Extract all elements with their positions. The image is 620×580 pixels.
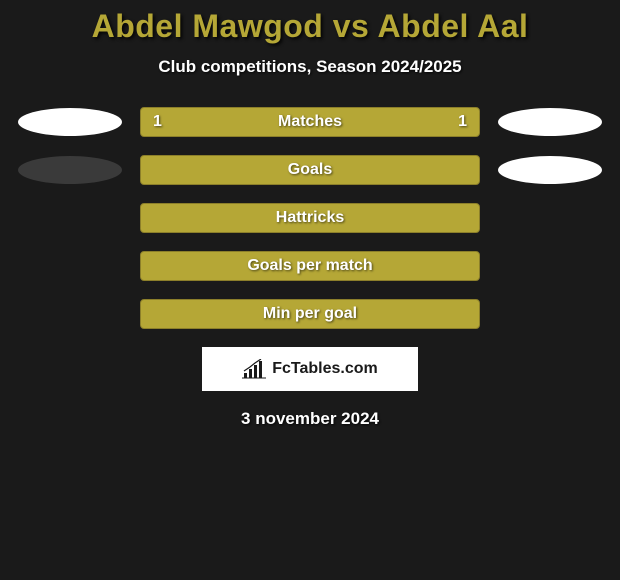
date-label: 3 november 2024 — [0, 409, 620, 429]
stat-row-hattricks: Hattricks — [0, 203, 620, 233]
stat-row-goals-per-match: Goals per match — [0, 251, 620, 281]
matches-right-indicator — [498, 108, 602, 136]
page-subtitle: Club competitions, Season 2024/2025 — [0, 57, 620, 77]
stat-row-min-per-goal: Min per goal — [0, 299, 620, 329]
matches-right-value: 1 — [458, 113, 467, 131]
goals-per-match-bar: Goals per match — [140, 251, 480, 281]
hattricks-label: Hattricks — [276, 209, 344, 227]
chart-icon — [242, 359, 266, 379]
min-per-goal-label: Min per goal — [263, 305, 357, 323]
hattricks-bar: Hattricks — [140, 203, 480, 233]
stat-row-matches: 1 Matches 1 — [0, 107, 620, 137]
matches-left-indicator — [18, 108, 122, 136]
brand-logo-box: FcTables.com — [202, 347, 418, 391]
main-container: Abdel Mawgod vs Abdel Aal Club competiti… — [0, 0, 620, 429]
goals-label: Goals — [288, 161, 332, 179]
matches-bar: 1 Matches 1 — [140, 107, 480, 137]
goals-per-match-label: Goals per match — [247, 257, 372, 275]
matches-label: Matches — [278, 113, 342, 131]
matches-left-value: 1 — [153, 113, 162, 131]
min-per-goal-bar: Min per goal — [140, 299, 480, 329]
stat-row-goals: Goals — [0, 155, 620, 185]
page-title: Abdel Mawgod vs Abdel Aal — [0, 8, 620, 45]
goals-right-indicator — [498, 156, 602, 184]
goals-left-indicator — [18, 156, 122, 184]
brand-text: FcTables.com — [272, 360, 378, 378]
goals-bar: Goals — [140, 155, 480, 185]
